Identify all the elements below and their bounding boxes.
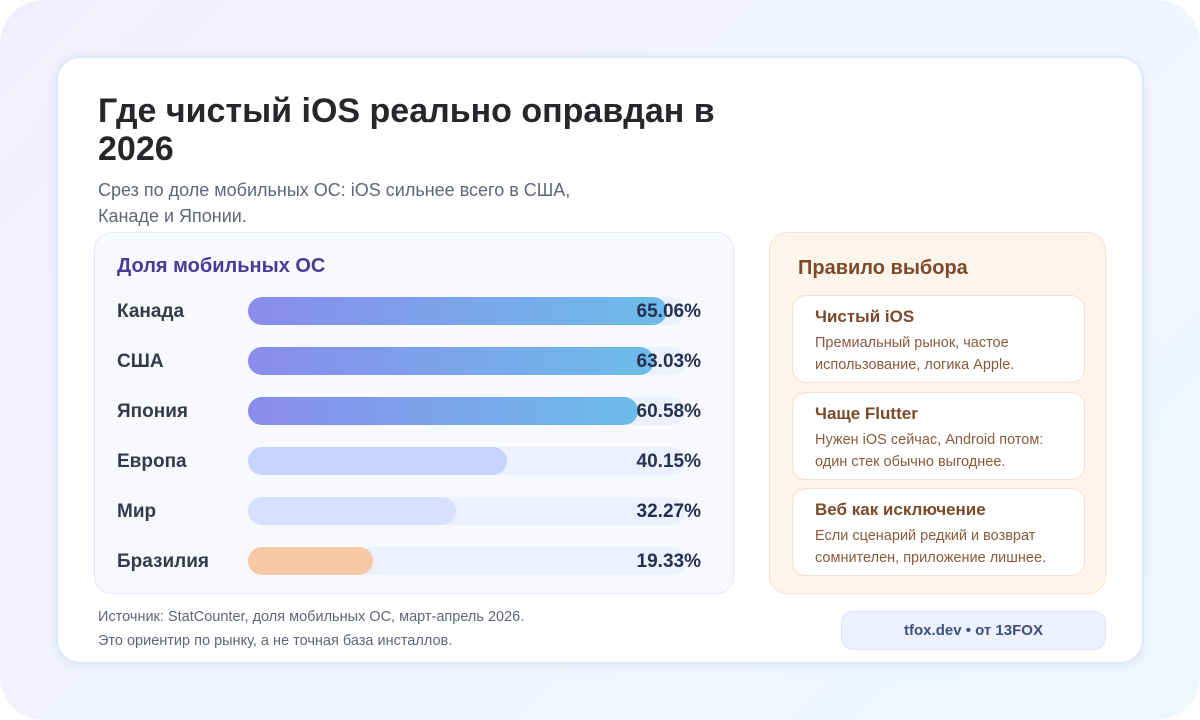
rules-title: Правило выбора [798, 257, 968, 279]
rule-text: Если сценарий редкий и возврат сомнителе… [815, 525, 1084, 569]
bar-track [248, 547, 686, 575]
chart-title: Доля мобильных ОС [117, 255, 326, 277]
row-value: 19.33% [636, 551, 701, 572]
row-value: 60.58% [636, 401, 701, 422]
bar-fill [248, 297, 667, 325]
row-value: 63.03% [636, 351, 701, 372]
row-label: Япония [117, 401, 188, 422]
row-label: Бразилия [117, 551, 210, 572]
page-title: Где чистый iOS реально оправдан в 2026 [98, 92, 715, 168]
rule-text-line: Нужен iOS сейчас, Android потом: [815, 432, 1044, 448]
bar-track [248, 447, 686, 475]
source-footnote: Источник: StatCounter, доля мобильных ОС… [98, 605, 524, 653]
chart-row: США 63.03% [95, 347, 735, 377]
disclaimer-line: Это ориентир по рынку, а не точная база … [98, 633, 453, 649]
row-label: Европа [117, 451, 187, 472]
row-value: 40.15% [636, 451, 701, 472]
source-line: Источник: StatCounter, доля мобильных ОС… [98, 609, 525, 625]
page-subtitle: Срез по доле мобильных ОС: iOS сильнее в… [98, 180, 571, 226]
chart-row: Япония 60.58% [95, 397, 735, 427]
bar-track [248, 397, 686, 425]
bar-fill [248, 397, 638, 425]
chart-row: Мир 32.27% [95, 497, 735, 527]
rule-card-flutter: Чаще Flutter Нужен iOS сейчас, Android п… [792, 392, 1085, 480]
row-value: 65.06% [636, 301, 701, 322]
rule-text: Нужен iOS сейчас, Android потом: один ст… [815, 429, 1084, 473]
rule-title: Чистый iOS [815, 307, 915, 326]
bar-fill [248, 547, 373, 575]
rule-card-web: Веб как исключение Если сценарий редкий … [792, 488, 1085, 576]
os-share-chart: Доля мобильных ОС Канада 65.06% США 63.03% Я… [94, 232, 734, 594]
bar-fill [248, 497, 456, 525]
chart-row: Европа 40.15% [95, 447, 735, 477]
rule-title: Чаще Flutter [815, 404, 918, 423]
rule-title: Веб как исключение [815, 500, 986, 519]
rule-text-line: сомнителен, приложение лишнее. [815, 550, 1047, 566]
row-label: США [117, 351, 164, 372]
bar-track [248, 497, 686, 525]
rule-text: Премиальный рынок, частое использование,… [815, 332, 1084, 376]
rule-text-line: использование, логика Apple. [815, 357, 1015, 373]
bar-track [248, 347, 686, 375]
selection-rules-panel: Правило выбора Чистый iOS Премиальный ры… [769, 232, 1106, 594]
rule-card-pure-ios: Чистый iOS Премиальный рынок, частое исп… [792, 295, 1085, 383]
chart-row: Бразилия 19.33% [95, 547, 735, 577]
chart-row: Канада 65.06% [95, 297, 735, 327]
rule-text-line: Если сценарий редкий и возврат [815, 528, 1036, 544]
row-label: Мир [117, 501, 157, 522]
credit-badge[interactable]: tfox.dev • от 13FOX [841, 611, 1106, 650]
row-value: 32.27% [636, 501, 701, 522]
bar-fill [248, 347, 654, 375]
row-label: Канада [117, 301, 185, 322]
rule-text-line: один стек обычно выгоднее. [815, 454, 1006, 470]
bar-fill [248, 447, 507, 475]
bar-track [248, 297, 686, 325]
rule-text-line: Премиальный рынок, частое [815, 335, 1009, 351]
